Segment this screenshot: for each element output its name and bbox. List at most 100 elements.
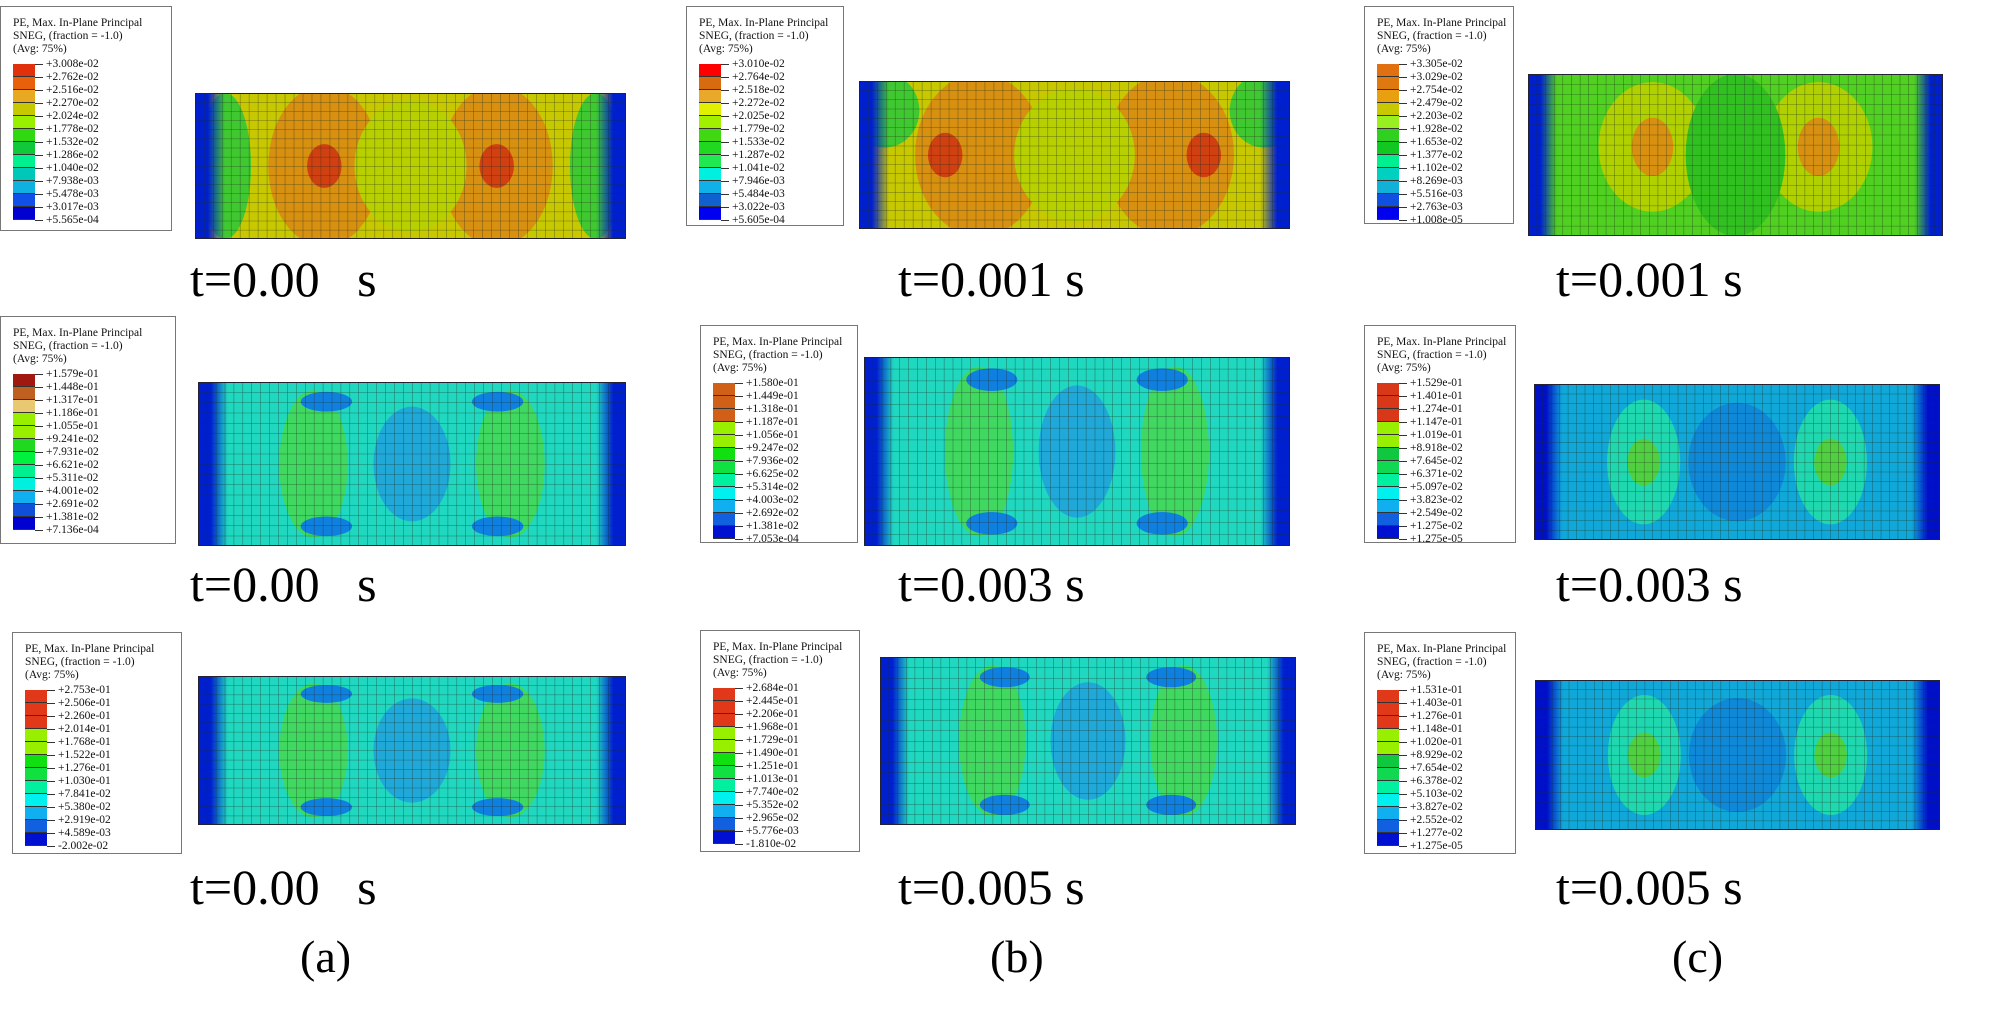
legend-swatch: [1377, 833, 1399, 846]
legend-value: -2.002e-02: [47, 840, 175, 853]
legend-title-line: (Avg: 75%): [1377, 362, 1431, 374]
legend-swatch: [1377, 422, 1399, 435]
legend-value: +1.041e-02: [721, 162, 837, 175]
legend-swatch: [713, 383, 735, 396]
legend-value: +1.040e-02: [35, 162, 165, 175]
mesh-outline: [859, 81, 1290, 229]
legend-title-line: PE, Max. In-Plane Principal: [1377, 643, 1507, 655]
legend-value: +2.552e-02: [1399, 814, 1509, 827]
legend-swatch: [713, 422, 735, 435]
legend-swatch: [1377, 64, 1399, 77]
legend-value: +8.918e-02: [1399, 442, 1509, 455]
legend-2: PE, Max. In-Plane Principal SNEG, (fracti…: [1364, 6, 1514, 226]
legend-swatch: [713, 500, 735, 513]
mesh-outline: [864, 357, 1290, 546]
legend-value: +5.605e-04: [721, 214, 837, 227]
legend-swatch: [13, 426, 35, 439]
mesh-outline: [198, 676, 626, 825]
legend-swatch: [13, 491, 35, 504]
time-caption: t=0.00 s: [190, 251, 377, 307]
legend-value: +1.287e-02: [721, 149, 837, 162]
legend-swatch: [13, 517, 35, 530]
legend-title-line: SNEG, (fraction = -1.0): [713, 349, 823, 361]
legend-swatch: [1377, 90, 1399, 103]
legend-value: +1.779e-02: [721, 123, 837, 136]
legend-value: +1.403e-01: [1399, 697, 1509, 710]
legend-value: +6.378e-02: [1399, 775, 1509, 788]
legend-swatch: [1377, 820, 1399, 833]
legend-swatch: [699, 103, 721, 116]
legend-value: +7.841e-02: [47, 788, 175, 801]
legend-value: +2.260e-01: [47, 710, 175, 723]
legend-swatch: [713, 435, 735, 448]
legend-1: PE, Max. In-Plane Principal SNEG, (fracti…: [686, 6, 844, 226]
legend-title-line: PE, Max. In-Plane Principal: [1377, 17, 1507, 29]
legend-swatch: [13, 413, 35, 426]
legend-value: +2.024e-02: [35, 110, 165, 123]
mesh-grid: [1534, 384, 1940, 540]
legend-value: +3.305e-02: [1399, 58, 1507, 71]
legend-swatch: [1377, 461, 1399, 474]
legend-swatch: [1377, 474, 1399, 487]
label-a: (a): [300, 931, 352, 982]
legend-value: +2.479e-02: [1399, 97, 1507, 110]
legend-title-line: SNEG, (fraction = -1.0): [13, 30, 123, 42]
legend-swatch: [13, 64, 35, 77]
time-caption: t=0.005 s: [898, 859, 1085, 915]
legend-value: +7.654e-02: [1399, 762, 1509, 775]
legend-value: +3.008e-02: [35, 58, 165, 71]
legend-value: +5.352e-02: [735, 799, 853, 812]
legend-swatch: [713, 526, 735, 539]
legend-value: +2.025e-02: [721, 110, 837, 123]
legend-swatch: [13, 465, 35, 478]
legend-swatch: [25, 833, 47, 846]
legend-swatch: [1377, 383, 1399, 396]
legend-value: +1.277e-02: [1399, 827, 1509, 840]
legend-swatch: [699, 129, 721, 142]
time-caption: t=0.00 s: [190, 556, 377, 612]
legend-title-line: SNEG, (fraction = -1.0): [699, 30, 809, 42]
legend-5: PE, Max. In-Plane Principal SNEG, (fracti…: [1364, 325, 1516, 545]
legend-value: +3.029e-02: [1399, 71, 1507, 84]
legend-value: +1.274e-01: [1399, 403, 1509, 416]
legend-value: +2.919e-02: [47, 814, 175, 827]
legend-value: +1.276e-01: [1399, 710, 1509, 723]
legend-value: +1.381e-02: [35, 511, 169, 524]
legend-title-line: SNEG, (fraction = -1.0): [13, 340, 123, 352]
legend-title-line: (Avg: 75%): [699, 43, 753, 55]
legend-swatch: [13, 387, 35, 400]
legend-value: +1.187e-01: [735, 416, 851, 429]
legend-value: +1.275e-02: [1399, 520, 1509, 533]
legend-7: PE, Max. In-Plane Principal SNEG, (fracti…: [700, 630, 860, 852]
legend-swatch: [1377, 755, 1399, 768]
legend-swatch: [713, 701, 735, 714]
legend-title-line: (Avg: 75%): [713, 667, 767, 679]
legend-swatch: [699, 90, 721, 103]
legend-swatch: [713, 513, 735, 526]
contour-mesh-plot: [198, 676, 626, 825]
legend-value: +2.206e-01: [735, 708, 853, 721]
legend-swatch: [25, 690, 47, 703]
legend-swatch: [1377, 781, 1399, 794]
legend-swatch: [13, 90, 35, 103]
contour-mesh-plot: [1528, 74, 1943, 236]
legend-value: +2.753e-01: [47, 684, 175, 697]
legend-value: +6.625e-02: [735, 468, 851, 481]
time-caption: t=0.005 s: [1556, 859, 1743, 915]
legend-value: +2.764e-02: [721, 71, 837, 84]
legend-swatch: [1377, 526, 1399, 539]
mesh-grid: [859, 81, 1290, 229]
legend-title-line: (Avg: 75%): [13, 353, 67, 365]
legend-value: +2.762e-02: [35, 71, 165, 84]
legend-swatch: [713, 461, 735, 474]
mesh-outline: [1528, 74, 1943, 236]
mesh-grid: [198, 676, 626, 825]
legend-value: +1.529e-01: [1399, 377, 1509, 390]
legend-title-line: PE, Max. In-Plane Principal: [699, 17, 829, 29]
legend-value: +7.936e-02: [735, 455, 851, 468]
contour-mesh-plot: [195, 93, 626, 239]
legend-value: +1.019e-01: [1399, 429, 1509, 442]
legend-value: +7.740e-02: [735, 786, 853, 799]
legend-swatch: [13, 207, 35, 220]
legend-swatch: [713, 487, 735, 500]
